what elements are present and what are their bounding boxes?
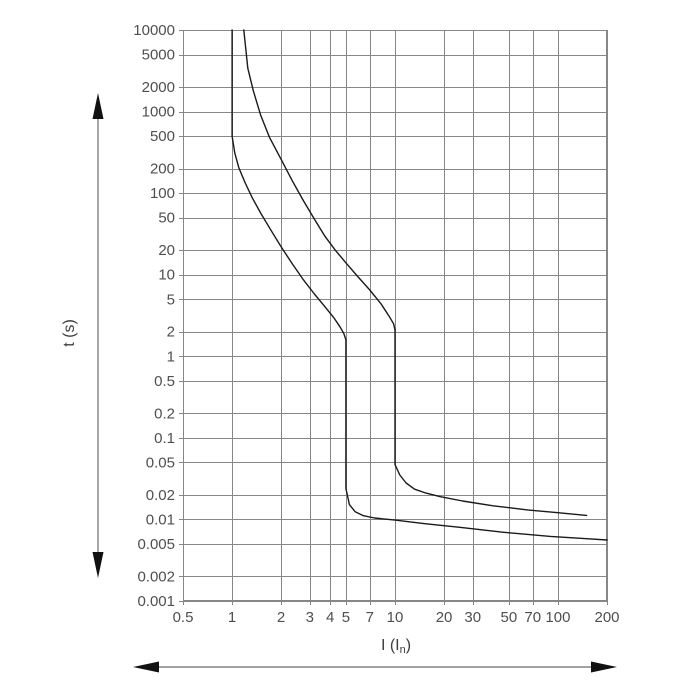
y-tick-label: 0.2 [154,405,175,422]
x-axis-title-close: ) [405,637,412,654]
x-tick-label: 20 [436,609,453,626]
x-tick-label: 4 [326,609,334,626]
x-axis-arrow-right-icon [591,661,617,673]
x-tick-label: 3 [306,609,314,626]
x-tick-label: 200 [594,609,619,626]
x-tick-label: 10 [387,609,404,626]
x-tick-label: 1 [228,609,236,626]
y-tick-label: 0.02 [146,487,175,504]
y-tick-label: 200 [150,161,175,178]
y-tick-label: 1 [167,348,175,365]
lower-trip-curve [231,29,608,541]
y-tick-label: 1000 [142,104,175,121]
x-axis-title-subscript: n [399,644,406,656]
y-tick-label: 0.005 [137,536,175,553]
y-tick-label: 50 [158,210,175,227]
y-axis-arrow-up-icon [92,93,104,119]
x-tick-label: 50 [501,609,518,626]
x-tick-label: 70 [524,609,541,626]
x-axis-arrow-left-icon [133,661,159,673]
y-tick-label: 0.5 [154,373,175,390]
y-tick-label: 0.05 [146,454,175,471]
y-tick-label: 500 [150,128,175,145]
x-tick-label: 7 [366,609,374,626]
y-tick-label: 5 [167,291,175,308]
y-tick-label: 0.1 [154,430,175,447]
x-tick-label: 5 [342,609,350,626]
x-tick-label: 0.5 [173,609,194,626]
y-tick-label: 100 [150,185,175,202]
x-tick-label: 2 [277,609,285,626]
y-tick-label: 10 [158,267,175,284]
y-tick-label: 2000 [142,79,175,96]
y-tick-label: 0.002 [137,568,175,585]
y-tick-label: 0.01 [146,511,175,528]
y-tick-label: 5000 [142,47,175,64]
y-tick-label: 2 [167,324,175,341]
y-axis-arrow-down-icon [92,552,104,578]
x-axis-title: I (In) [381,637,411,656]
upper-trip-curve [243,29,588,517]
x-axis-title-base: I (I [380,637,400,654]
x-tick-label: 30 [464,609,481,626]
y-tick-label: 0.001 [137,593,175,610]
y-tick-label: 20 [158,242,175,259]
plot-border [183,30,607,601]
y-axis-title: t (s) [61,319,78,347]
y-tick-label: 10000 [133,22,175,39]
x-tick-label: 100 [545,609,570,626]
